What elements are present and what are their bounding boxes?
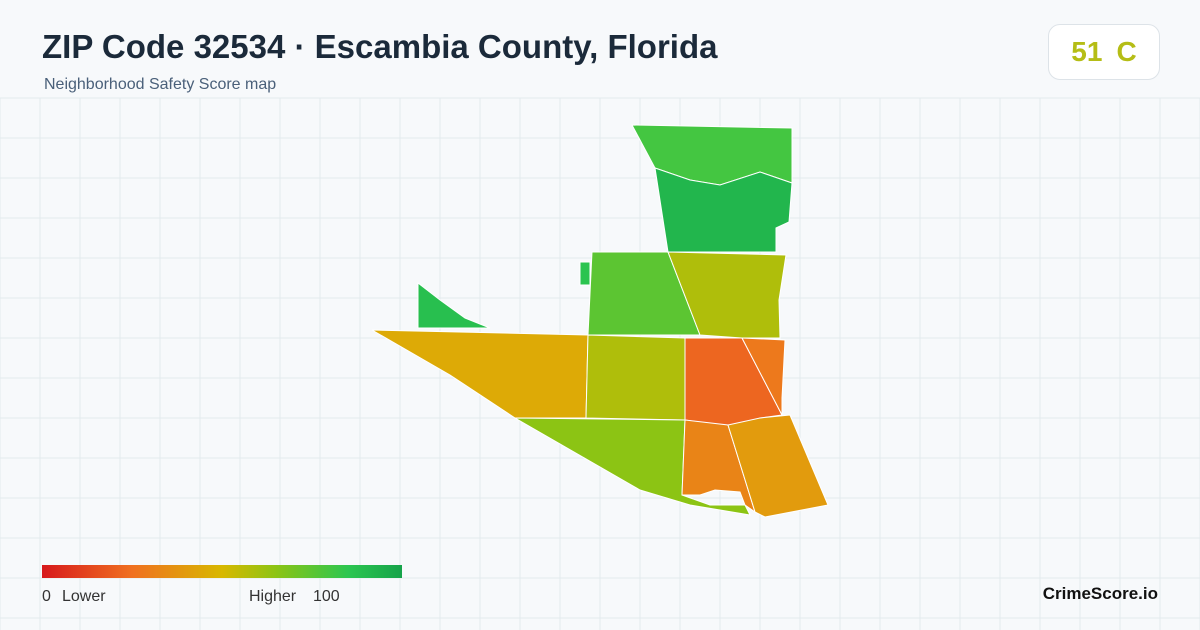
legend-bar [42,565,402,578]
title: ZIP Code 32534 · Escambia County, Florid… [42,28,718,65]
legend-min-label: Lower [62,588,106,605]
legend-min: 0 [42,588,51,605]
legend-max: 100 [313,588,340,605]
region [667,251,787,339]
brand: CrimeScore.io [1042,584,1158,603]
region [579,261,591,286]
region [654,167,793,253]
region [741,337,786,416]
legend-max-label: Higher [249,588,297,605]
region [585,334,686,421]
region [417,281,491,329]
region [727,414,829,518]
score-grade: C [1116,36,1137,67]
score-value: 51 [1071,36,1103,67]
subtitle: Neighborhood Safety Score map [44,76,277,93]
score-badge: 51 C [1048,24,1160,80]
